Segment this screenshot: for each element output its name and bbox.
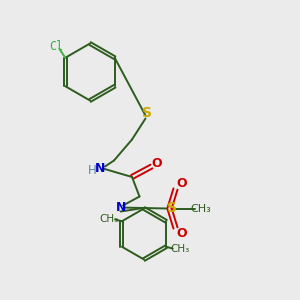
Text: S: S — [142, 106, 152, 120]
Text: O: O — [176, 177, 187, 190]
Text: S: S — [167, 201, 177, 214]
Text: Cl: Cl — [49, 40, 63, 53]
Text: O: O — [176, 226, 187, 240]
Text: N: N — [116, 201, 127, 214]
Text: N: N — [95, 161, 106, 175]
Text: CH₃: CH₃ — [190, 203, 212, 214]
Text: CH₃: CH₃ — [99, 214, 119, 224]
Text: H: H — [88, 164, 97, 177]
Text: CH₃: CH₃ — [171, 244, 190, 254]
Text: O: O — [151, 157, 162, 170]
